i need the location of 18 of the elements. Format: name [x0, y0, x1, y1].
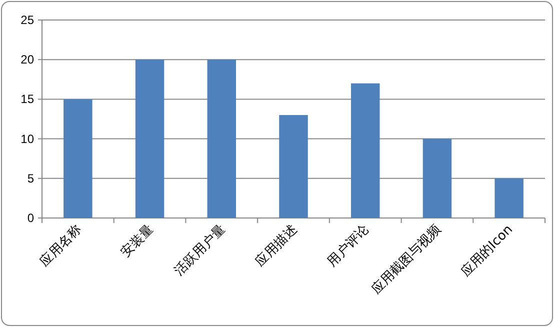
y-tick-label: 10 — [20, 132, 34, 146]
bar — [494, 178, 524, 218]
bar — [135, 60, 164, 218]
x-tick-label: 安装量 — [118, 222, 157, 260]
y-tick-label: 25 — [20, 13, 34, 27]
bar — [279, 115, 308, 218]
x-tick-label: 活跃用户量 — [172, 222, 228, 279]
x-tick-label: 应用的Icon — [458, 222, 516, 280]
y-tick-label: 20 — [20, 52, 34, 67]
bar — [422, 138, 452, 218]
y-tick-label: 0 — [27, 211, 34, 225]
bar — [207, 60, 236, 218]
x-tick-label: 应用描述 — [252, 222, 300, 270]
bar — [64, 99, 92, 218]
bar — [350, 83, 380, 218]
y-tick-label: 5 — [27, 171, 34, 186]
y-tick-label: 15 — [20, 92, 34, 106]
x-tick-label: 应用名称 — [36, 222, 85, 270]
